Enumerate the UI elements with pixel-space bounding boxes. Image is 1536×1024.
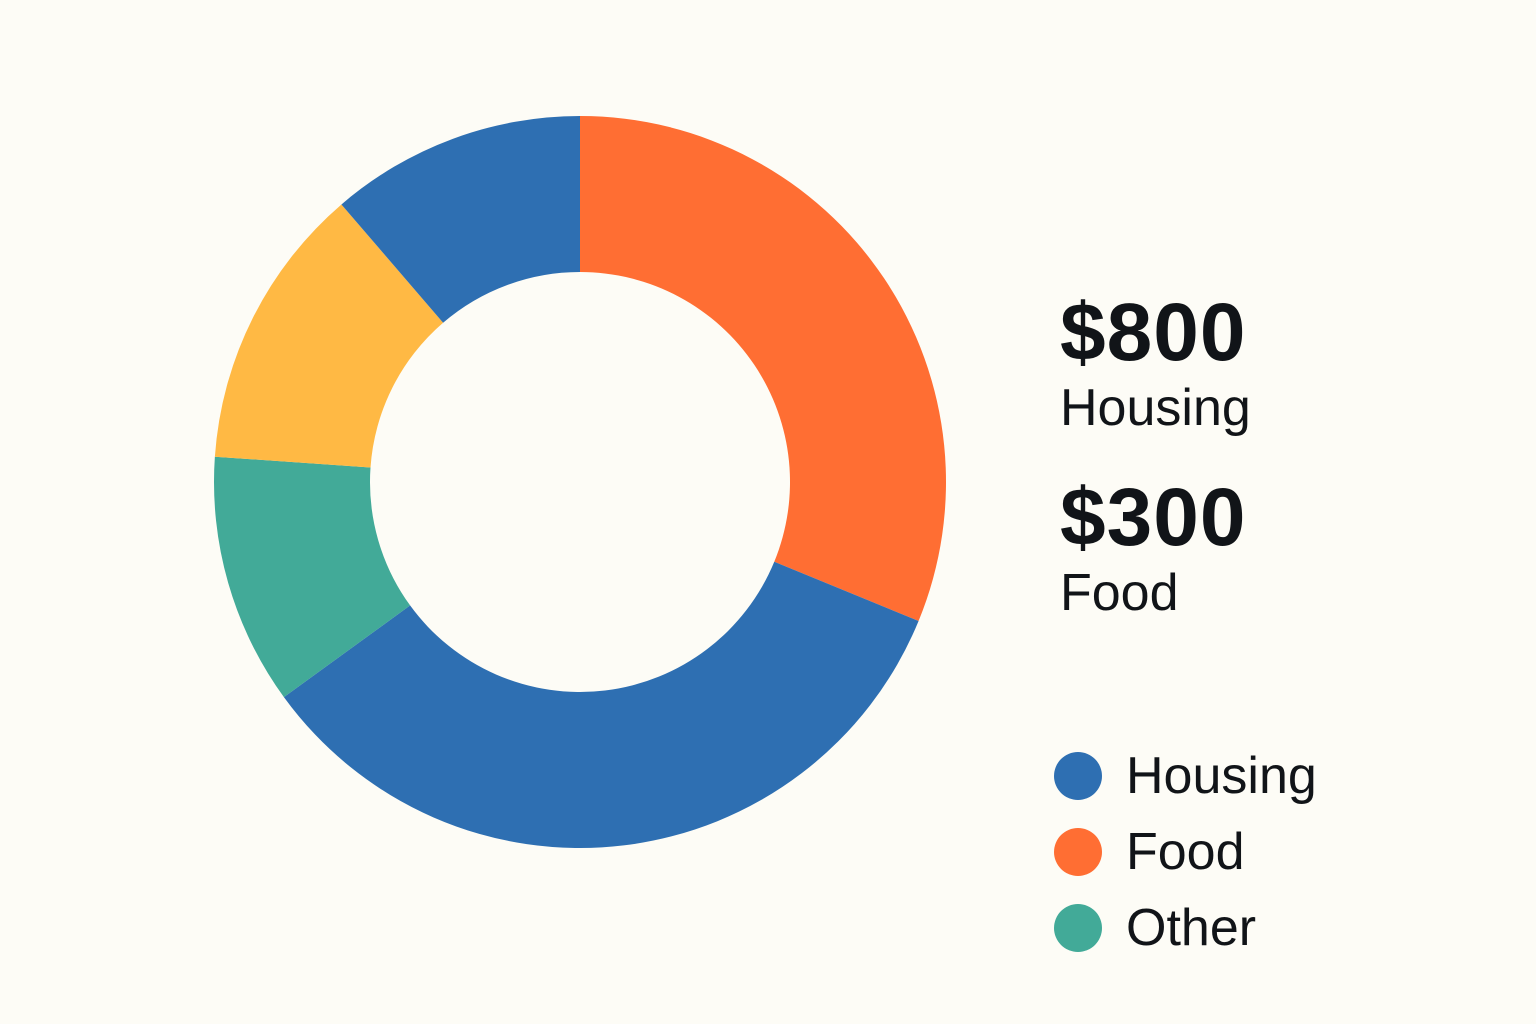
donut-slice-other — [213, 456, 411, 698]
chart-legend: Housing Food Other — [1054, 738, 1317, 966]
stat-food-label: Food — [1060, 564, 1179, 623]
stat-food-value: $300 — [1060, 472, 1247, 564]
stat-housing-label: Housing — [1060, 379, 1251, 438]
stat-food: $300 Food — [1060, 475, 1480, 622]
legend-label-other: Other — [1126, 899, 1257, 957]
donut-slice-food — [580, 116, 946, 621]
donut-slice-unlabeled-yellow — [214, 204, 444, 468]
legend-swatch-housing — [1054, 752, 1102, 800]
legend-item-food: Food — [1054, 814, 1317, 890]
legend-label-housing: Housing — [1126, 747, 1317, 805]
legend-swatch-other — [1054, 904, 1102, 952]
stat-housing-value: $800 — [1060, 287, 1247, 378]
legend-label-food: Food — [1126, 823, 1245, 881]
stat-housing: $800 Housing — [1060, 287, 1480, 438]
summary-panel: $800 Housing $300 Food — [1060, 287, 1480, 661]
legend-item-other: Other — [1054, 890, 1317, 966]
legend-item-housing: Housing — [1054, 738, 1317, 814]
donut-slice-housing-2 — [341, 116, 580, 323]
donut-slice-housing — [283, 561, 919, 848]
legend-swatch-food — [1054, 828, 1102, 876]
